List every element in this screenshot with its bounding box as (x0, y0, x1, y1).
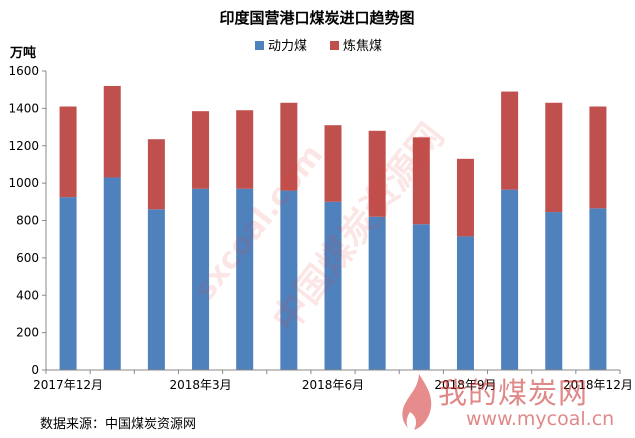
x-axis: 2017年12月 2018年3月 2018年6月 2018年9月 2018年12月 (33, 369, 633, 392)
y-axis-label: 万吨 (9, 45, 36, 61)
chart-title: 印度国营港口煤炭进口趋势图 (219, 9, 414, 27)
bar-动力煤 (501, 189, 519, 370)
bar-炼焦煤 (236, 110, 254, 189)
y-tick-label: 1600 (8, 64, 39, 78)
bar-动力煤 (456, 236, 474, 370)
legend-label: 动力煤 (268, 39, 307, 54)
bar-动力煤 (324, 201, 342, 370)
bar-炼焦煤 (324, 125, 342, 202)
y-tick-label: 200 (16, 326, 39, 340)
y-tick-label: 400 (16, 288, 39, 302)
bar-炼焦煤 (589, 106, 607, 209)
legend: 动力煤 炼焦煤 (255, 39, 382, 54)
y-tick-label: 1000 (8, 176, 39, 190)
bar-炼焦煤 (545, 102, 563, 213)
bars (59, 85, 607, 370)
source-note: 数据来源：中国煤炭资源网 (40, 417, 196, 432)
bar-炼焦煤 (456, 158, 474, 237)
bar-动力煤 (412, 224, 430, 370)
y-tick-label: 800 (16, 214, 39, 228)
x-tick-label: 2018年6月 (302, 378, 364, 392)
bar-炼焦煤 (103, 85, 121, 178)
y-tick-label: 1400 (8, 101, 39, 115)
y-tick-label: 600 (16, 251, 39, 265)
y-tick-label: 1200 (8, 139, 39, 153)
bar-炼焦煤 (59, 106, 77, 198)
bar-炼焦煤 (192, 111, 210, 189)
legend-label: 炼焦煤 (343, 39, 382, 54)
x-tick-label: 2018年12月 (563, 378, 633, 392)
bar-动力煤 (589, 208, 607, 370)
x-tick-label: 2018年9月 (434, 378, 496, 392)
x-tick-label: 2017年12月 (33, 378, 103, 392)
y-axis: 0 200 400 600 800 1000 1200 1400 1600 (8, 64, 47, 377)
bar-炼焦煤 (368, 130, 386, 217)
bar-动力煤 (147, 209, 165, 370)
bar-炼焦煤 (147, 139, 165, 210)
bar-动力煤 (545, 212, 563, 370)
bar-炼焦煤 (412, 137, 430, 225)
y-tick-label: 0 (31, 363, 39, 377)
bar-炼焦煤 (501, 91, 519, 190)
bar-炼焦煤 (280, 102, 298, 191)
bar-动力煤 (59, 197, 77, 370)
x-tick-label: 2018年3月 (169, 378, 231, 392)
legend-swatch (255, 41, 264, 50)
bar-动力煤 (103, 177, 121, 370)
bar-动力煤 (192, 188, 210, 370)
legend-swatch (330, 41, 339, 50)
bar-动力煤 (236, 188, 254, 370)
bar-动力煤 (280, 190, 298, 370)
bar-动力煤 (368, 216, 386, 370)
